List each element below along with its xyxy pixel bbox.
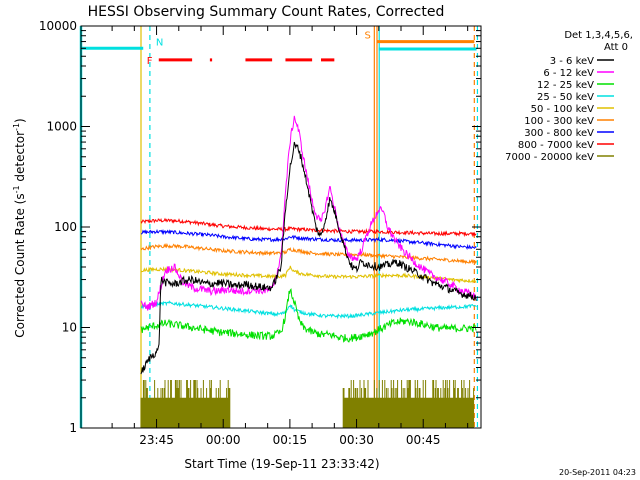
- timestamp: 20-Sep-2011 04:23: [559, 468, 636, 477]
- state-bar-label-s: S: [365, 31, 371, 42]
- series-7000-20000-segment-0: [140, 380, 231, 428]
- legend-header-2: Att 0: [604, 42, 628, 53]
- x-axis-label: Start Time (19-Sep-11 23:33:42): [184, 457, 379, 471]
- legend-label-8: 7000 - 20000 keV: [505, 152, 594, 163]
- y-tick-label-4: 10000: [39, 19, 77, 33]
- legend-label-2: 12 - 25 keV: [537, 80, 594, 91]
- y-axis-label-end: ): [13, 118, 27, 123]
- x-tick-label-4: 00:45: [406, 433, 441, 447]
- legend-label-5: 100 - 300 keV: [524, 116, 594, 127]
- x-tick-label-0: 23:45: [139, 433, 174, 447]
- y-axis-label: Corrected Count Rate (s-1 detector-1): [12, 118, 27, 337]
- legend-label-4: 50 - 100 keV: [531, 104, 595, 115]
- series-line-5: [140, 242, 477, 265]
- series-layer: [140, 115, 477, 428]
- series-line-1: [140, 115, 477, 311]
- state-bars: FN S: [81, 31, 477, 67]
- series-7000-20000-segment-1: [342, 380, 475, 428]
- series-line-2: [140, 288, 477, 343]
- legend-label-7: 800 - 7000 keV: [518, 140, 594, 151]
- state-bar-label-f: F: [147, 56, 153, 67]
- instrument-markers: [79, 26, 479, 428]
- y-axis-label-sup2: -1: [12, 123, 21, 131]
- x-tick-label-1: 00:00: [206, 433, 241, 447]
- state-bar-label-n: N: [156, 37, 163, 48]
- y-axis-label-mid: detector: [13, 131, 27, 186]
- x-tick-label-2: 00:15: [273, 433, 308, 447]
- legend-label-3: 25 - 50 keV: [537, 92, 594, 103]
- legend-label-1: 6 - 12 keV: [543, 68, 594, 79]
- legend-label-6: 300 - 800 keV: [524, 128, 594, 139]
- y-tick-label-0: 1: [69, 421, 77, 435]
- axes: 1 10 100 1000 10000 23:45 00:00 00:15 00:30 00:45: [39, 19, 481, 447]
- series-line-0: [140, 141, 477, 375]
- y-axis-label-sup1: -1: [12, 185, 21, 193]
- series-line-7: [140, 217, 477, 238]
- y-tick-label-3: 1000: [46, 120, 77, 134]
- chart-title: HESSI Observing Summary Count Rates, Cor…: [88, 4, 445, 20]
- series-line-6: [140, 228, 477, 251]
- y-tick-label-1: 10: [62, 321, 77, 335]
- y-tick-label-2: 100: [54, 220, 77, 234]
- legend-label-0: 3 - 6 keV: [550, 56, 594, 67]
- legend-header-1: Det 1,3,4,5,6,: [564, 30, 633, 41]
- series-line-3: [140, 300, 477, 320]
- x-tick-label-3: 00:30: [339, 433, 374, 447]
- y-axis-label-main: Corrected Count Rate (s: [13, 193, 27, 337]
